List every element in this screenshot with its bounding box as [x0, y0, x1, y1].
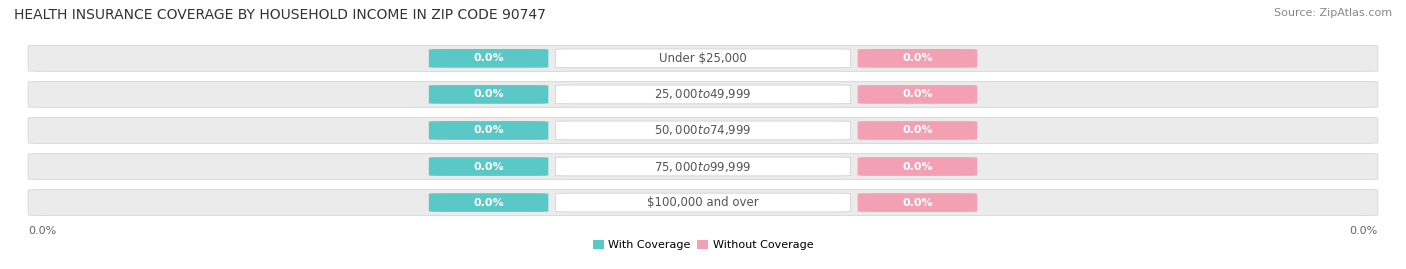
Text: 0.0%: 0.0% [474, 161, 503, 172]
Text: 0.0%: 0.0% [903, 197, 932, 208]
FancyBboxPatch shape [28, 45, 1378, 71]
FancyBboxPatch shape [858, 121, 977, 140]
Text: 0.0%: 0.0% [1350, 226, 1378, 236]
Text: Source: ZipAtlas.com: Source: ZipAtlas.com [1274, 8, 1392, 18]
Text: 0.0%: 0.0% [903, 53, 932, 63]
FancyBboxPatch shape [858, 85, 977, 104]
FancyBboxPatch shape [555, 49, 851, 68]
Text: 0.0%: 0.0% [474, 53, 503, 63]
Legend: With Coverage, Without Coverage: With Coverage, Without Coverage [588, 235, 818, 255]
FancyBboxPatch shape [429, 193, 548, 212]
FancyBboxPatch shape [555, 157, 851, 176]
FancyBboxPatch shape [858, 193, 977, 212]
Text: 0.0%: 0.0% [474, 125, 503, 136]
FancyBboxPatch shape [555, 193, 851, 212]
Text: $25,000 to $49,999: $25,000 to $49,999 [654, 87, 752, 101]
FancyBboxPatch shape [429, 157, 548, 176]
Text: 0.0%: 0.0% [474, 89, 503, 100]
FancyBboxPatch shape [555, 85, 851, 104]
Text: $50,000 to $74,999: $50,000 to $74,999 [654, 123, 752, 137]
Text: $75,000 to $99,999: $75,000 to $99,999 [654, 160, 752, 174]
FancyBboxPatch shape [429, 49, 548, 68]
FancyBboxPatch shape [429, 121, 548, 140]
Text: 0.0%: 0.0% [903, 161, 932, 172]
Text: 0.0%: 0.0% [28, 226, 56, 236]
FancyBboxPatch shape [555, 121, 851, 140]
Text: 0.0%: 0.0% [474, 197, 503, 208]
Text: 0.0%: 0.0% [903, 125, 932, 136]
FancyBboxPatch shape [28, 154, 1378, 179]
FancyBboxPatch shape [858, 49, 977, 68]
Text: $100,000 and over: $100,000 and over [647, 196, 759, 209]
FancyBboxPatch shape [28, 190, 1378, 215]
Text: HEALTH INSURANCE COVERAGE BY HOUSEHOLD INCOME IN ZIP CODE 90747: HEALTH INSURANCE COVERAGE BY HOUSEHOLD I… [14, 8, 546, 22]
FancyBboxPatch shape [28, 118, 1378, 143]
FancyBboxPatch shape [28, 82, 1378, 107]
Text: Under $25,000: Under $25,000 [659, 52, 747, 65]
FancyBboxPatch shape [429, 85, 548, 104]
Text: 0.0%: 0.0% [903, 89, 932, 100]
FancyBboxPatch shape [858, 157, 977, 176]
